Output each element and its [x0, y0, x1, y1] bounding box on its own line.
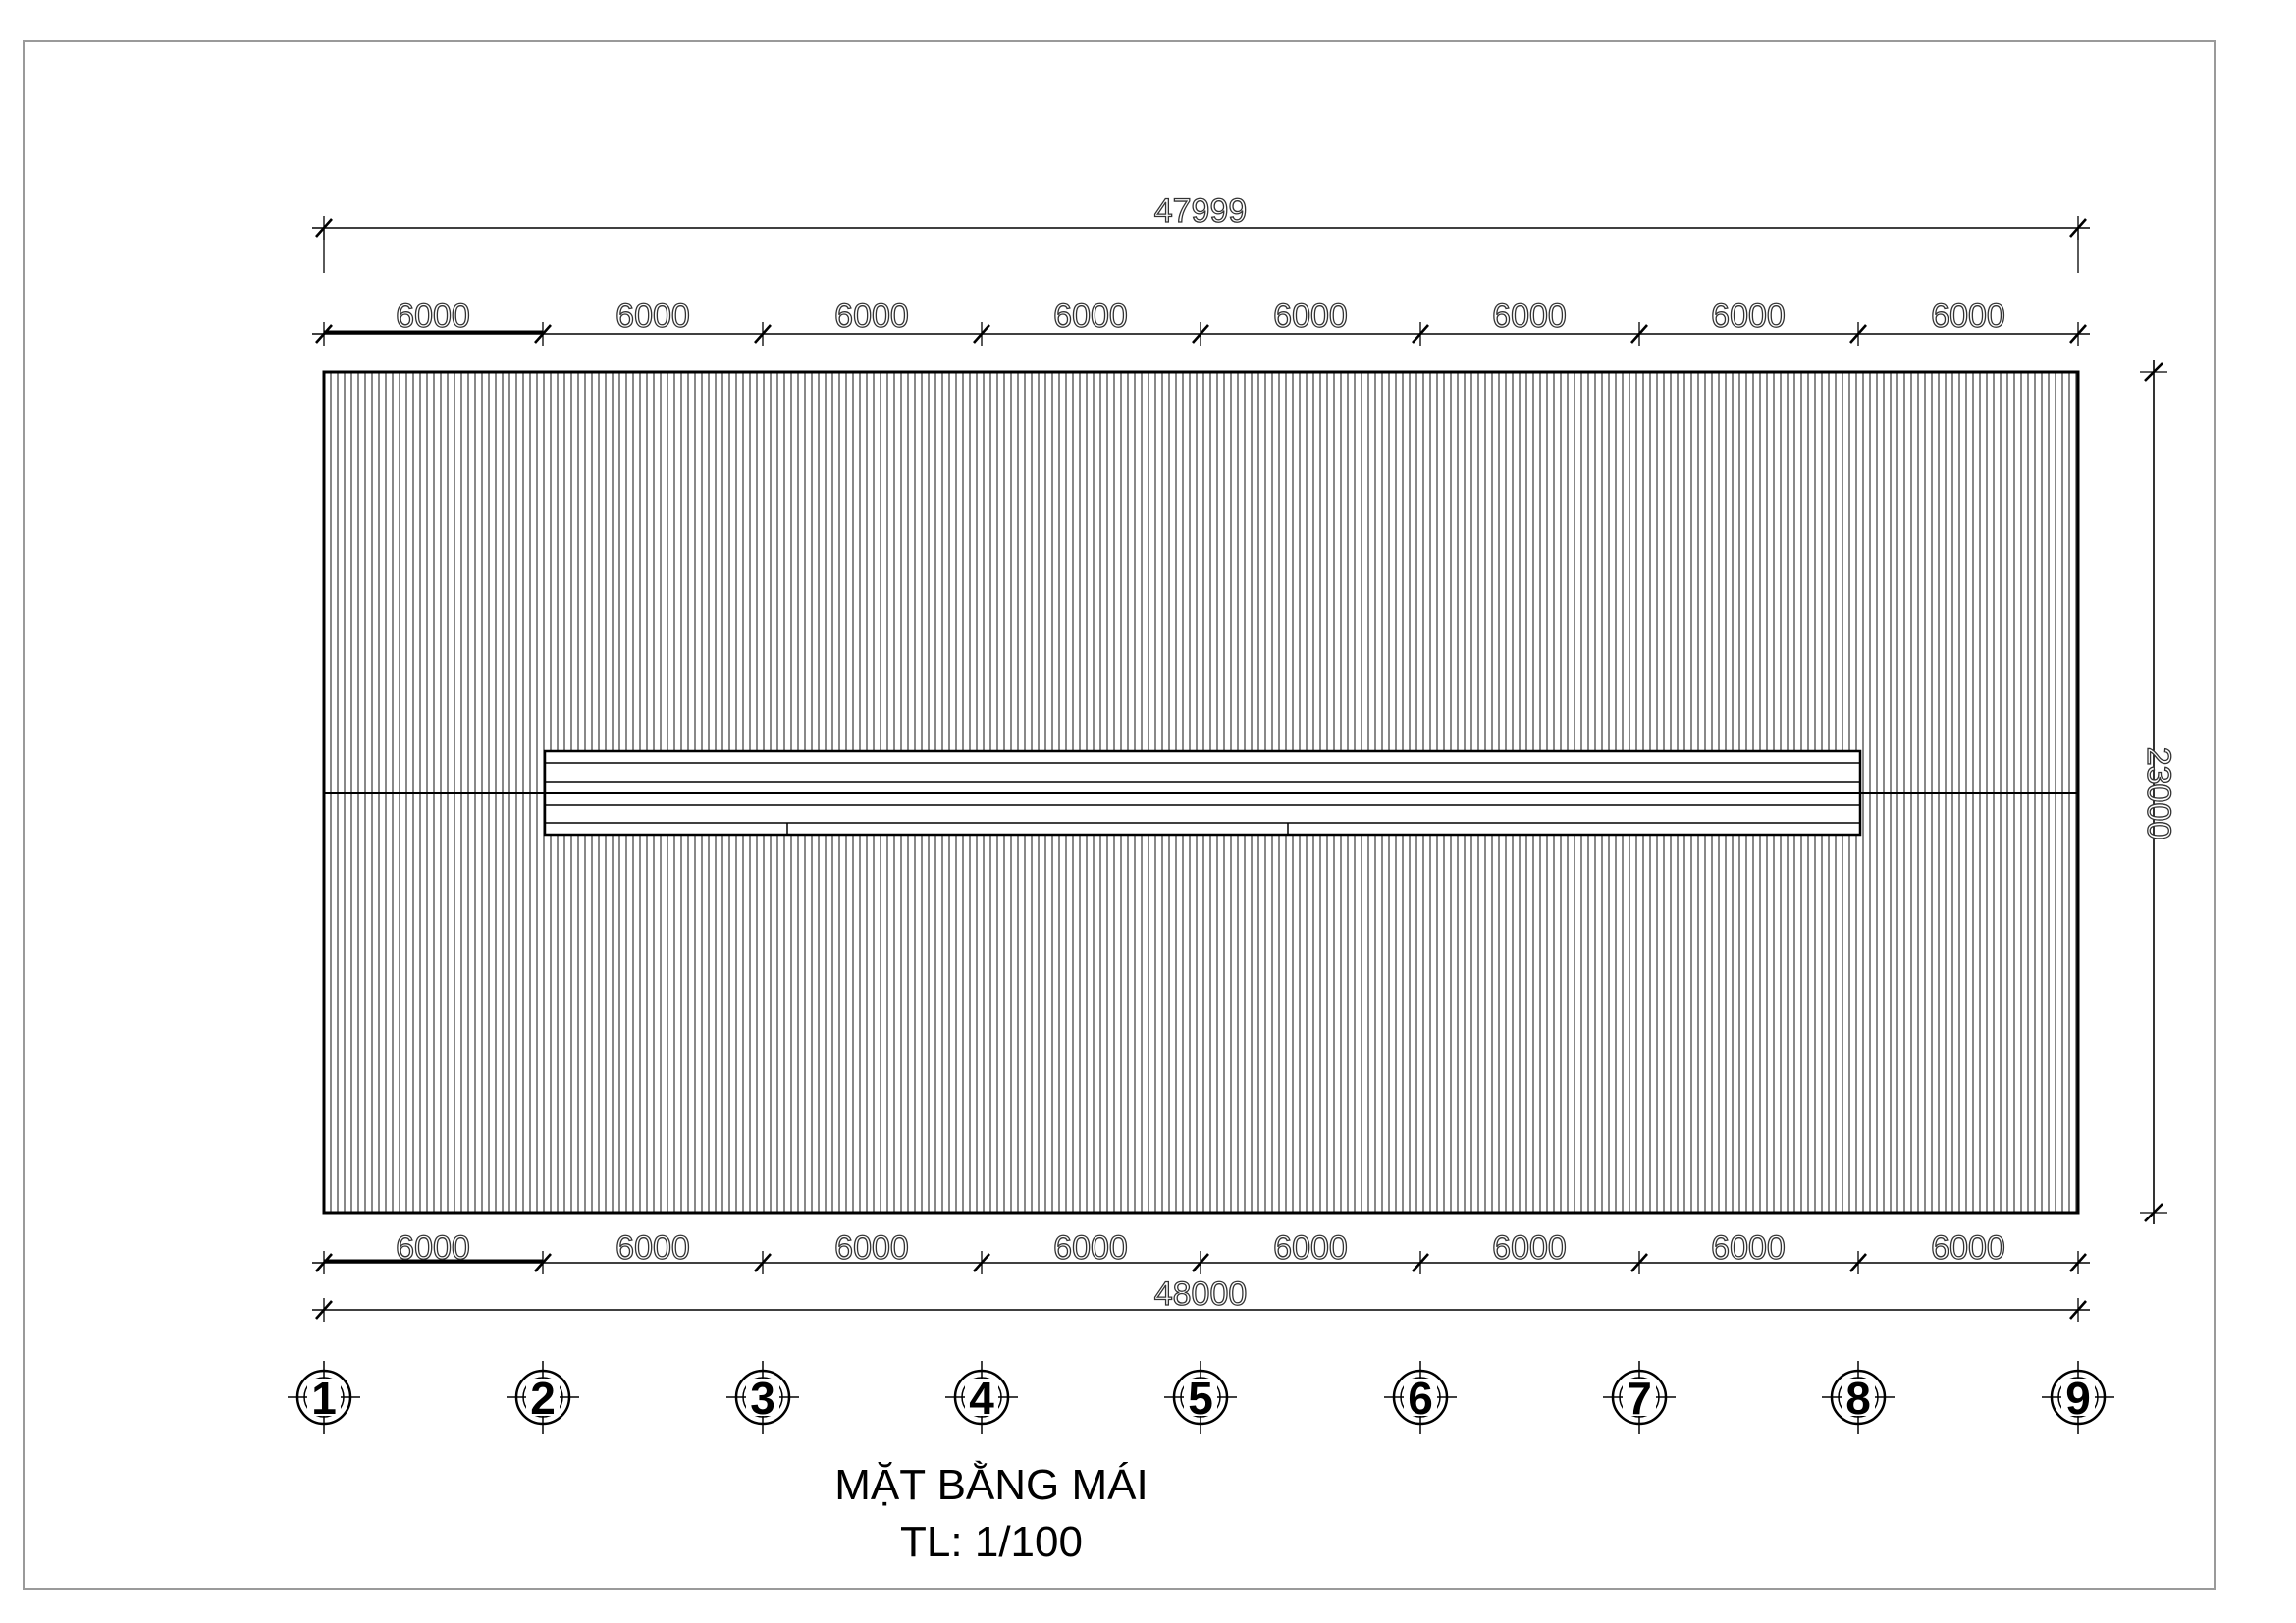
dim-top-bay: 6000 — [615, 298, 690, 335]
grid-axis-9: 9 — [2042, 1361, 2114, 1434]
dim-top-bay: 6000 — [396, 298, 470, 335]
grid-axis-1: 1 — [288, 1361, 360, 1434]
grid-axis-label: 9 — [2065, 1373, 2091, 1424]
grid-axis-7: 7 — [1603, 1361, 1676, 1434]
dim-bottom-bay: 6000 — [1711, 1229, 1786, 1267]
dim-bottom-bay: 6000 — [1492, 1229, 1567, 1267]
dim-top-bays: 6000 6000 6000 6000 6000 6000 6000 6000 — [396, 297, 2006, 335]
dim-top-bay: 6000 — [834, 298, 909, 335]
ridge-skylight — [543, 749, 1862, 837]
dim-right-depth: 23000 — [2140, 747, 2177, 840]
dim-bottom-bay: 6000 — [834, 1229, 909, 1267]
grid-axis-6: 6 — [1384, 1361, 1457, 1434]
drawing-scale: TL: 1/100 — [900, 1518, 1083, 1566]
grid-axis-3: 3 — [726, 1361, 799, 1434]
dim-bottom-bay: 6000 — [1053, 1229, 1128, 1267]
grid-axis-label: 7 — [1627, 1373, 1652, 1424]
grid-axis-markers: 1 2 3 4 5 6 — [288, 1361, 2114, 1434]
dim-bottom-bays: 6000 6000 6000 6000 6000 6000 6000 6000 — [396, 1228, 2006, 1267]
grid-axis-2: 2 — [507, 1361, 579, 1434]
dim-bottom-bay: 6000 — [615, 1229, 690, 1267]
dimension-lines — [312, 216, 2167, 1322]
dim-top-overall: 47999 — [1154, 192, 1248, 230]
grid-axis-5: 5 — [1164, 1361, 1237, 1434]
dim-top-bay: 6000 — [1492, 298, 1567, 335]
grid-axis-label: 5 — [1188, 1373, 1213, 1424]
dim-bottom-overall: 48000 — [1154, 1275, 1248, 1313]
dim-top-bay: 6000 — [1711, 298, 1786, 335]
grid-axis-label: 8 — [1845, 1373, 1871, 1424]
grid-axis-label: 4 — [969, 1373, 994, 1424]
grid-axis-label: 1 — [311, 1373, 337, 1424]
grid-axis-4: 4 — [945, 1361, 1018, 1434]
dim-bottom-bay: 6000 — [1273, 1229, 1348, 1267]
grid-axis-label: 6 — [1408, 1373, 1433, 1424]
grid-axis-label: 3 — [750, 1373, 775, 1424]
dim-bottom-bay: 6000 — [396, 1229, 470, 1267]
grid-axis-8: 8 — [1822, 1361, 1895, 1434]
grid-axis-label: 2 — [530, 1373, 556, 1424]
drawing-title: MẶT BẰNG MÁI — [834, 1460, 1148, 1509]
dim-top-bay: 6000 — [1931, 298, 2005, 335]
dim-top-bay: 6000 — [1053, 298, 1128, 335]
dim-top-bay: 6000 — [1273, 298, 1348, 335]
dim-bottom-bay: 6000 — [1931, 1229, 2005, 1267]
